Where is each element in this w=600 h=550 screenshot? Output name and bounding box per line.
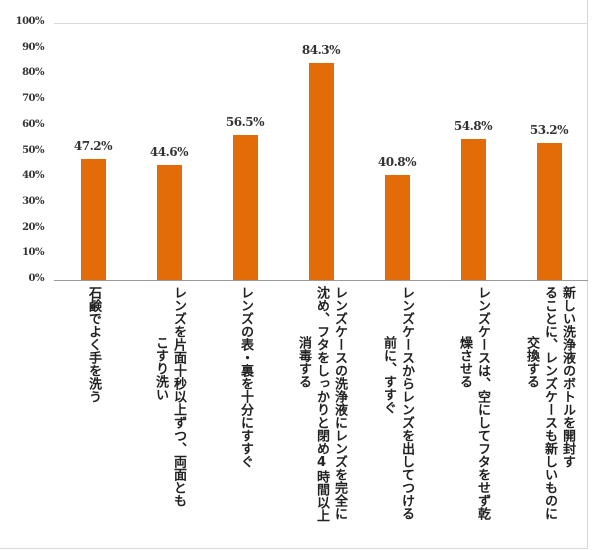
category-label: レンズケースの洗浄液にレンズを完全に 沈め、フタをしっかりと閉め4時間以上 消毒する <box>285 286 357 546</box>
bar <box>81 158 106 280</box>
category-label: レンズケースは、空にしてフタをせず乾 燥させる <box>437 286 509 546</box>
bar-value-label: 56.5% <box>225 114 265 129</box>
category-label: レンズケースからレンズを出してつける 前に、すすぐ <box>361 286 433 546</box>
bar <box>385 175 410 280</box>
category-label-line: 消毒する <box>296 336 311 388</box>
y-tick-label: 0% <box>28 273 45 284</box>
bar <box>537 143 562 280</box>
bar <box>233 134 258 280</box>
category-label-line: レンズの表・裏を十分にすすぐ <box>238 286 253 468</box>
bar <box>309 63 334 280</box>
category-label: 石鹸でよく手を洗う <box>57 286 129 546</box>
y-tick-label: 20% <box>22 221 44 233</box>
category-label: レンズの表・裏を十分にすすぐ <box>209 286 281 546</box>
category-label-line: 前に、すすぐ <box>381 336 396 414</box>
category-label-line: 石鹸でよく手を洗う <box>86 286 101 403</box>
category-label-line: レンズケースからレンズを出してつける <box>399 286 414 520</box>
bar-value-label: 40.8% <box>377 155 417 170</box>
category-label-line: ることに、レンズケースも新しいものに <box>542 286 557 520</box>
bar <box>157 165 182 280</box>
bar-value-label: 44.6% <box>149 145 189 160</box>
y-tick-label: 50% <box>22 144 44 156</box>
y-tick-label: 90% <box>22 41 44 53</box>
y-tick-label: 30% <box>22 195 44 207</box>
category-label-line: レンズケースの洗浄液にレンズを完全に <box>332 286 347 520</box>
category-label-line: 交換する <box>524 336 539 388</box>
category-label-line: 沈め、フタをしっかりと閉め4時間以上 <box>314 286 329 522</box>
bar-value-label: 54.8% <box>453 119 493 134</box>
top-gridline <box>54 23 588 24</box>
y-tick-label: 80% <box>22 67 44 79</box>
chart-frame <box>0 0 588 549</box>
category-label: 新しい洗浄液のボトルを開封す ることに、レンズケースも新しいものに 交換する <box>513 286 585 546</box>
category-label-line: レンズを片面十秒以上ずつ、両面とも <box>171 286 186 507</box>
y-tick-label: 60% <box>22 118 44 130</box>
bar <box>461 139 486 280</box>
category-label-line: 燥させる <box>457 336 472 388</box>
y-tick-label: 10% <box>22 247 44 259</box>
bar-value-label: 47.2% <box>73 138 113 153</box>
bar-value-label: 84.3% <box>301 43 341 58</box>
bar-value-label: 53.2% <box>529 123 569 138</box>
category-label-line: レンズケースは、空にしてフタをせず乾 <box>475 286 490 520</box>
category-label-line: 新しい洗浄液のボトルを開封す <box>560 286 575 468</box>
y-tick-label: 100% <box>15 16 45 27</box>
y-tick-label: 70% <box>22 93 44 105</box>
category-label-line: こすり洗い <box>153 336 168 401</box>
x-axis-line <box>54 280 588 281</box>
category-label: レンズを片面十秒以上ずつ、両面とも こすり洗い <box>133 286 205 546</box>
y-tick-label: 40% <box>22 170 44 182</box>
